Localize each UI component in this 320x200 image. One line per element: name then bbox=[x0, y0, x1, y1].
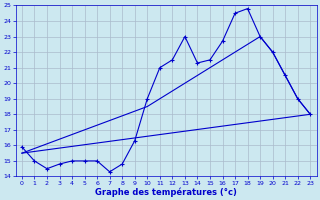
X-axis label: Graphe des températures (°c): Graphe des températures (°c) bbox=[95, 187, 237, 197]
